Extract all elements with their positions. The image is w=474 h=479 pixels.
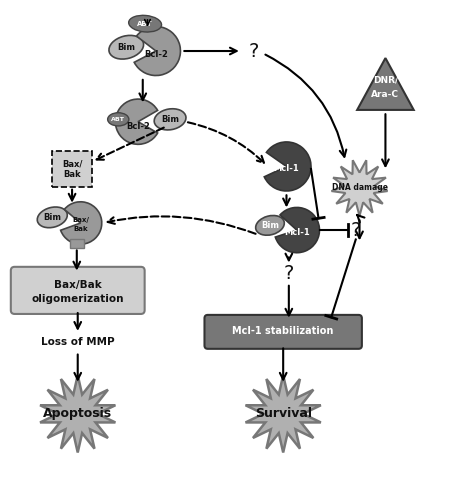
Text: Apoptosis: Apoptosis	[43, 407, 112, 421]
Text: Bim: Bim	[261, 221, 279, 230]
Wedge shape	[264, 142, 311, 191]
Text: Mcl-1 stabilization: Mcl-1 stabilization	[232, 326, 334, 336]
Wedge shape	[275, 207, 319, 253]
Text: Mcl-1: Mcl-1	[273, 164, 300, 173]
FancyBboxPatch shape	[204, 315, 362, 349]
Ellipse shape	[255, 216, 284, 235]
Ellipse shape	[128, 15, 162, 32]
Text: Bak: Bak	[73, 226, 88, 232]
Text: Survival: Survival	[255, 407, 312, 421]
Ellipse shape	[154, 109, 186, 130]
Text: Bim: Bim	[117, 43, 135, 52]
Text: Bim: Bim	[43, 213, 61, 222]
Text: Bak: Bak	[63, 171, 81, 180]
Polygon shape	[331, 160, 388, 216]
Text: Bax/Bak: Bax/Bak	[54, 280, 101, 290]
Text: Bcl-2: Bcl-2	[126, 122, 150, 131]
Wedge shape	[61, 202, 102, 244]
FancyBboxPatch shape	[52, 151, 92, 187]
Polygon shape	[357, 58, 414, 110]
Polygon shape	[40, 375, 115, 453]
Bar	[70, 239, 84, 248]
Text: Bim: Bim	[161, 115, 179, 124]
Text: DNR/: DNR/	[373, 76, 398, 85]
Polygon shape	[246, 375, 321, 453]
Ellipse shape	[108, 113, 129, 126]
Text: ABT: ABT	[111, 117, 125, 122]
Text: Bcl-2: Bcl-2	[144, 50, 168, 59]
Text: Bax/: Bax/	[62, 160, 82, 169]
Text: ?: ?	[283, 264, 294, 283]
Text: Ara-C: Ara-C	[372, 90, 400, 99]
Wedge shape	[116, 99, 158, 144]
Text: ABT: ABT	[137, 21, 153, 27]
Text: Mcl-1: Mcl-1	[284, 228, 310, 237]
Ellipse shape	[37, 207, 67, 228]
Wedge shape	[134, 26, 181, 76]
FancyBboxPatch shape	[11, 267, 145, 314]
Text: Loss of MMP: Loss of MMP	[41, 337, 115, 347]
Ellipse shape	[109, 35, 144, 59]
Text: Bax/: Bax/	[72, 217, 89, 223]
Text: oligomerization: oligomerization	[31, 294, 124, 304]
Text: ?: ?	[351, 220, 361, 240]
Text: ?: ?	[248, 42, 259, 60]
Text: DNA damage: DNA damage	[331, 183, 388, 192]
